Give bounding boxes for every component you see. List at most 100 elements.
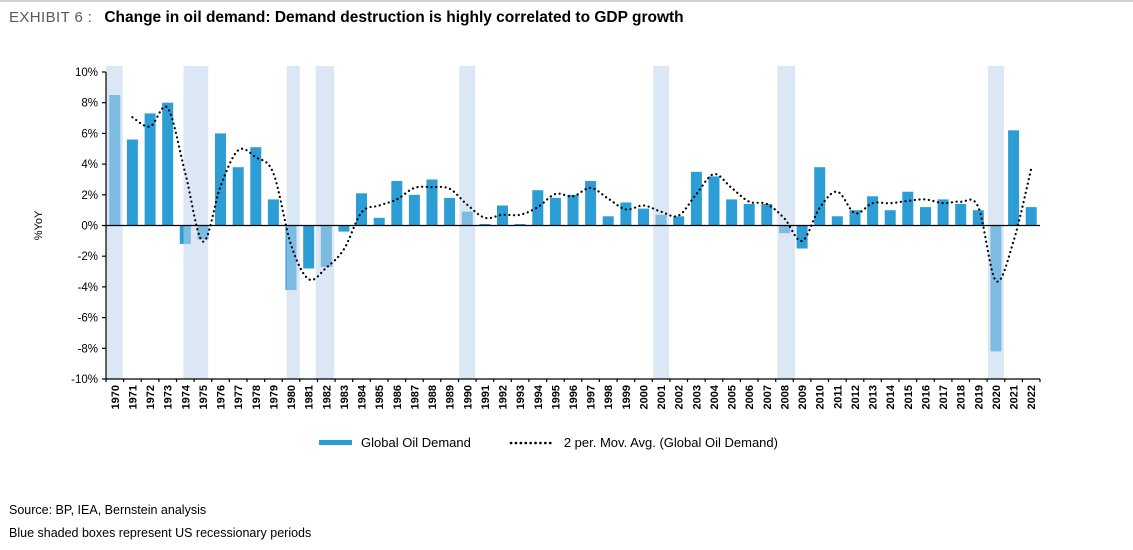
bar-2015	[902, 191, 914, 226]
recession-band	[653, 66, 670, 379]
year-label: 2004	[709, 384, 721, 409]
bar-1996	[567, 194, 579, 226]
year-label: 2015	[903, 385, 915, 409]
year-label: 1971	[127, 385, 139, 409]
bar-2018	[955, 204, 967, 226]
bar-2004	[708, 176, 720, 226]
year-label: 1999	[621, 385, 633, 409]
year-label: 2009	[797, 385, 809, 409]
y-axis-title: %YoY	[33, 210, 45, 240]
y-tick-label: 0%	[81, 221, 98, 233]
bar-1992	[497, 205, 508, 226]
year-label: 2000	[639, 385, 651, 409]
bar-series-swatch	[319, 440, 353, 445]
bar-1979	[267, 199, 279, 226]
bar-1989	[444, 197, 456, 226]
year-label: 2001	[656, 385, 668, 409]
year-label: 2014	[885, 384, 897, 409]
year-label: 1970	[110, 385, 122, 409]
year-label: 2017	[938, 385, 950, 409]
year-label: 1985	[374, 385, 386, 409]
page-title: Change in oil demand: Demand destruction…	[104, 9, 684, 26]
bars-series	[109, 95, 1037, 352]
year-label: 2005	[727, 385, 739, 409]
bar-2021	[1008, 130, 1020, 226]
legend-item-bar: Global Oil Demand	[319, 435, 471, 450]
bar-1985	[373, 217, 385, 226]
y-tick-label: 6%	[81, 128, 98, 140]
footer-notes: Source: BP, IEA, Bernstein analysis Blue…	[9, 499, 311, 544]
bar-1987	[408, 194, 420, 226]
year-label: 2018	[956, 385, 968, 409]
year-label: 1972	[145, 385, 157, 409]
year-label: 1977	[233, 385, 245, 409]
legend-item-line: 2 per. Mov. Avg. (Global Oil Demand)	[509, 435, 778, 450]
recession-band	[315, 66, 335, 379]
dotted-line-swatch	[509, 441, 555, 444]
year-label: 2021	[1009, 385, 1021, 409]
exhibit-label: EXHIBIT 6 :	[9, 9, 93, 26]
recession-band	[183, 66, 209, 379]
chart-legend: Global Oil Demand 2 per. Mov. Avg. (Glob…	[0, 435, 1133, 450]
year-label: 2006	[744, 385, 756, 409]
legend-bar-label: Global Oil Demand	[361, 435, 471, 450]
x-axis-labels: 1970 1971 1972 1973 1974 1975 1976 1977 1978 1979…	[110, 384, 1038, 409]
bar-1977	[232, 167, 244, 226]
year-label: 1979	[268, 385, 280, 409]
year-label: 1994	[533, 384, 545, 409]
bar-1993	[514, 224, 526, 226]
year-label: 1975	[198, 385, 210, 409]
bar-1978	[250, 147, 262, 226]
year-label: 2022	[1026, 385, 1038, 409]
bar-2009	[796, 225, 808, 249]
y-tick-label: -2%	[78, 251, 98, 263]
y-tick-label: 4%	[81, 159, 98, 171]
bar-2002	[673, 216, 685, 226]
recession-bands	[106, 66, 1004, 379]
year-label: 1980	[286, 385, 298, 409]
bar-2010	[814, 167, 826, 226]
legend-line-label: 2 per. Mov. Avg. (Global Oil Demand)	[563, 435, 778, 450]
year-label: 2019	[973, 385, 985, 409]
bar-1983	[338, 225, 350, 232]
y-tick-label: -10%	[71, 374, 98, 386]
year-label: 2012	[850, 385, 862, 409]
year-label: 1990	[462, 385, 474, 409]
bar-2013	[867, 196, 879, 226]
year-label: 1973	[163, 385, 175, 409]
bar-1994	[532, 190, 544, 226]
oil-demand-chart: -10%-8%-6%-4%-2%0%2%4%6%8%10%1970 1971 197…	[33, 66, 1041, 409]
y-axis-labels: -10% -8% -6% -4% -2% 0% 2% 4% 6% 8% 10%	[71, 67, 98, 386]
year-label: 1984	[357, 384, 369, 409]
year-label: 1974	[180, 384, 192, 409]
chart-area: -10% -8% -6% -4% -2% 0% 2% 4% 6% 8% 10% 1970 1971 197…	[0, 2, 1133, 417]
year-label: 1983	[339, 385, 351, 409]
year-label: 1988	[427, 385, 439, 409]
recession-band	[988, 66, 1004, 379]
bar-1991	[479, 224, 491, 226]
year-label: 1993	[515, 385, 527, 409]
year-label: 1992	[498, 385, 510, 409]
year-label: 1976	[216, 385, 228, 409]
year-label: 1981	[304, 385, 316, 409]
bar-1995	[549, 197, 561, 226]
bar-2006	[743, 204, 755, 226]
bar-2005	[726, 199, 738, 226]
year-label: 2013	[868, 385, 880, 409]
y-tick-label: -8%	[78, 343, 98, 355]
bar-1972	[144, 113, 156, 226]
recession-band	[286, 66, 300, 379]
year-label: 1987	[409, 385, 421, 409]
year-label: 2007	[762, 385, 774, 409]
y-tick-label: -6%	[78, 313, 98, 325]
bar-1997	[585, 181, 597, 226]
bar-2012	[849, 210, 861, 226]
bar-1981	[303, 225, 315, 269]
bar-1973	[162, 102, 174, 226]
year-label: 1986	[392, 385, 404, 409]
bar-2000	[638, 208, 649, 226]
moving-average-line	[131, 105, 1033, 283]
bar-2011	[831, 216, 843, 226]
year-label: 2016	[921, 385, 933, 409]
y-tick-label: 8%	[81, 98, 98, 110]
